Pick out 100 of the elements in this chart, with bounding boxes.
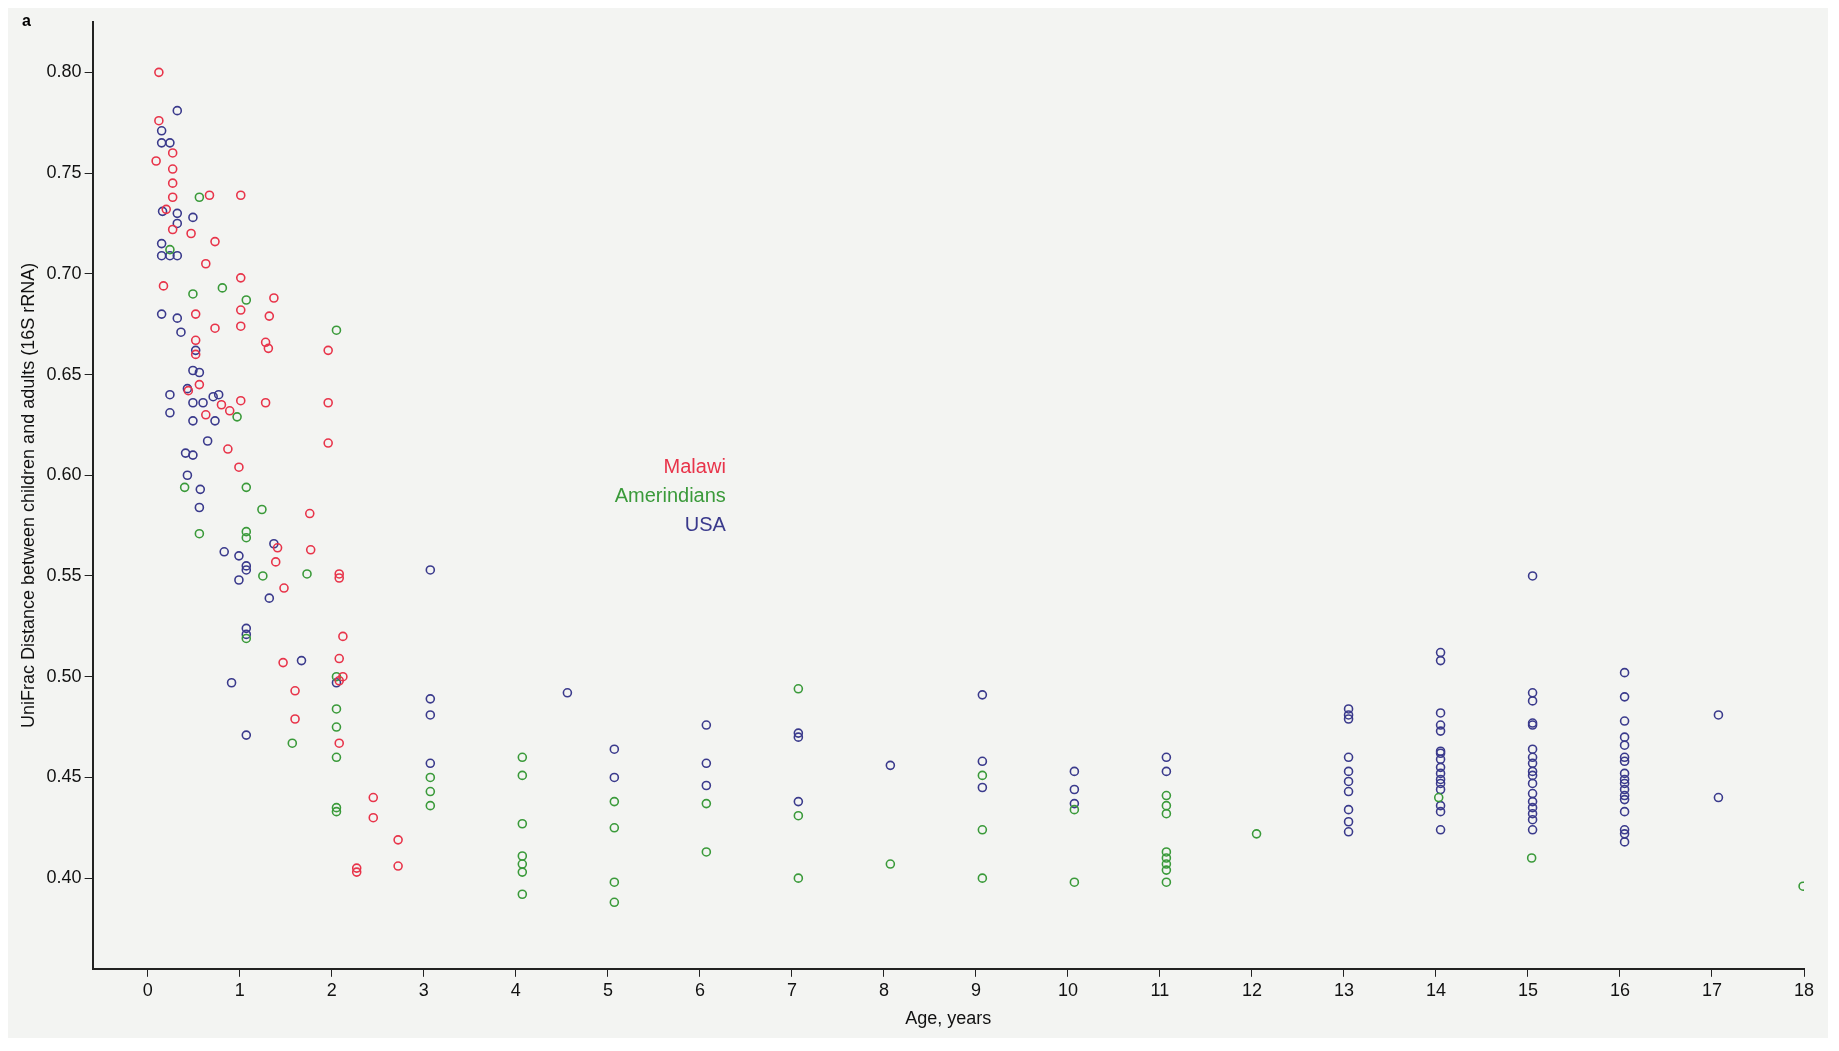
x-tick-label: 18 (1793, 979, 1815, 1000)
point (701, 798, 712, 809)
point (161, 204, 172, 215)
point (1161, 877, 1172, 887)
point (793, 873, 804, 883)
point (278, 657, 288, 668)
point (334, 573, 345, 583)
point (216, 399, 227, 410)
point (331, 802, 342, 813)
point (517, 859, 528, 869)
point (977, 770, 988, 781)
point (190, 335, 201, 346)
x-tick-label: 15 (1517, 979, 1538, 1000)
point (1161, 859, 1172, 869)
point (517, 752, 528, 763)
point (1161, 800, 1172, 811)
point (517, 867, 528, 877)
y-tick-label: 0.50 (46, 665, 82, 686)
point (351, 863, 362, 873)
point (241, 526, 252, 537)
point (287, 738, 298, 748)
point (323, 345, 333, 356)
point (210, 236, 220, 247)
x-tick-label: 0 (142, 979, 153, 1000)
text: USA (684, 512, 727, 535)
point (368, 812, 379, 823)
point (323, 438, 333, 448)
point (204, 190, 215, 201)
x-tick-label: 3 (418, 979, 429, 1000)
point (241, 482, 252, 493)
point (701, 847, 712, 857)
point (1161, 808, 1172, 819)
point (1161, 790, 1172, 801)
y-tick-label: 0.55 (46, 564, 82, 585)
point (338, 631, 348, 642)
point (201, 410, 211, 420)
point (264, 311, 275, 321)
point (331, 722, 342, 732)
point (154, 115, 164, 126)
point (338, 671, 348, 682)
point (188, 289, 198, 299)
point (1526, 853, 1537, 863)
point (235, 190, 246, 201)
point (393, 835, 403, 845)
point (186, 228, 196, 239)
point (517, 889, 528, 900)
y-tick-label: 0.70 (46, 262, 82, 283)
point (331, 806, 342, 817)
text: Amerindians (614, 483, 726, 506)
point (194, 192, 205, 203)
point (1161, 847, 1172, 857)
point (793, 810, 804, 821)
point (151, 156, 161, 166)
x-tick-label: 7 (786, 979, 797, 1000)
point (190, 349, 201, 360)
point (1069, 877, 1080, 887)
point (425, 772, 436, 783)
x-tick-label: 5 (602, 979, 613, 1000)
point (269, 293, 279, 303)
point (517, 851, 528, 861)
point (609, 897, 620, 908)
x-tick-label: 1 (234, 979, 245, 1000)
point (334, 653, 345, 664)
point (241, 633, 252, 644)
point (1161, 865, 1172, 875)
point (885, 859, 896, 869)
point (190, 309, 201, 319)
y-axis-title: UniFrac Distance between children and adults (16S rRNA) (17, 262, 38, 729)
point (158, 281, 169, 291)
point (425, 786, 436, 797)
x-tick-label: 13 (1333, 979, 1354, 1000)
point (217, 283, 228, 293)
point (201, 258, 211, 269)
point (260, 337, 271, 348)
y-tick-label: 0.75 (46, 162, 82, 183)
x-tick-label: 12 (1241, 979, 1262, 1000)
point (224, 405, 235, 416)
point (167, 178, 178, 188)
point (290, 686, 300, 696)
point (331, 704, 342, 714)
y-tick-label: 0.65 (46, 363, 82, 384)
point (165, 244, 175, 255)
y-tick-label: 0.45 (46, 766, 82, 787)
y-tick-label: 0.40 (46, 867, 82, 888)
x-tick-label: 16 (1609, 979, 1630, 1000)
x-tick-label: 2 (326, 979, 337, 1000)
point (304, 508, 315, 519)
x-tick-label: 4 (510, 979, 521, 1000)
text: a (22, 12, 31, 30)
point (1069, 804, 1080, 815)
y-tick-label: 0.80 (46, 61, 82, 82)
point (167, 224, 178, 235)
point (272, 542, 283, 553)
point (270, 557, 281, 567)
point (234, 462, 244, 472)
point (302, 569, 312, 579)
point (393, 861, 403, 871)
point (167, 164, 178, 174)
point (235, 273, 246, 283)
point (517, 818, 528, 829)
